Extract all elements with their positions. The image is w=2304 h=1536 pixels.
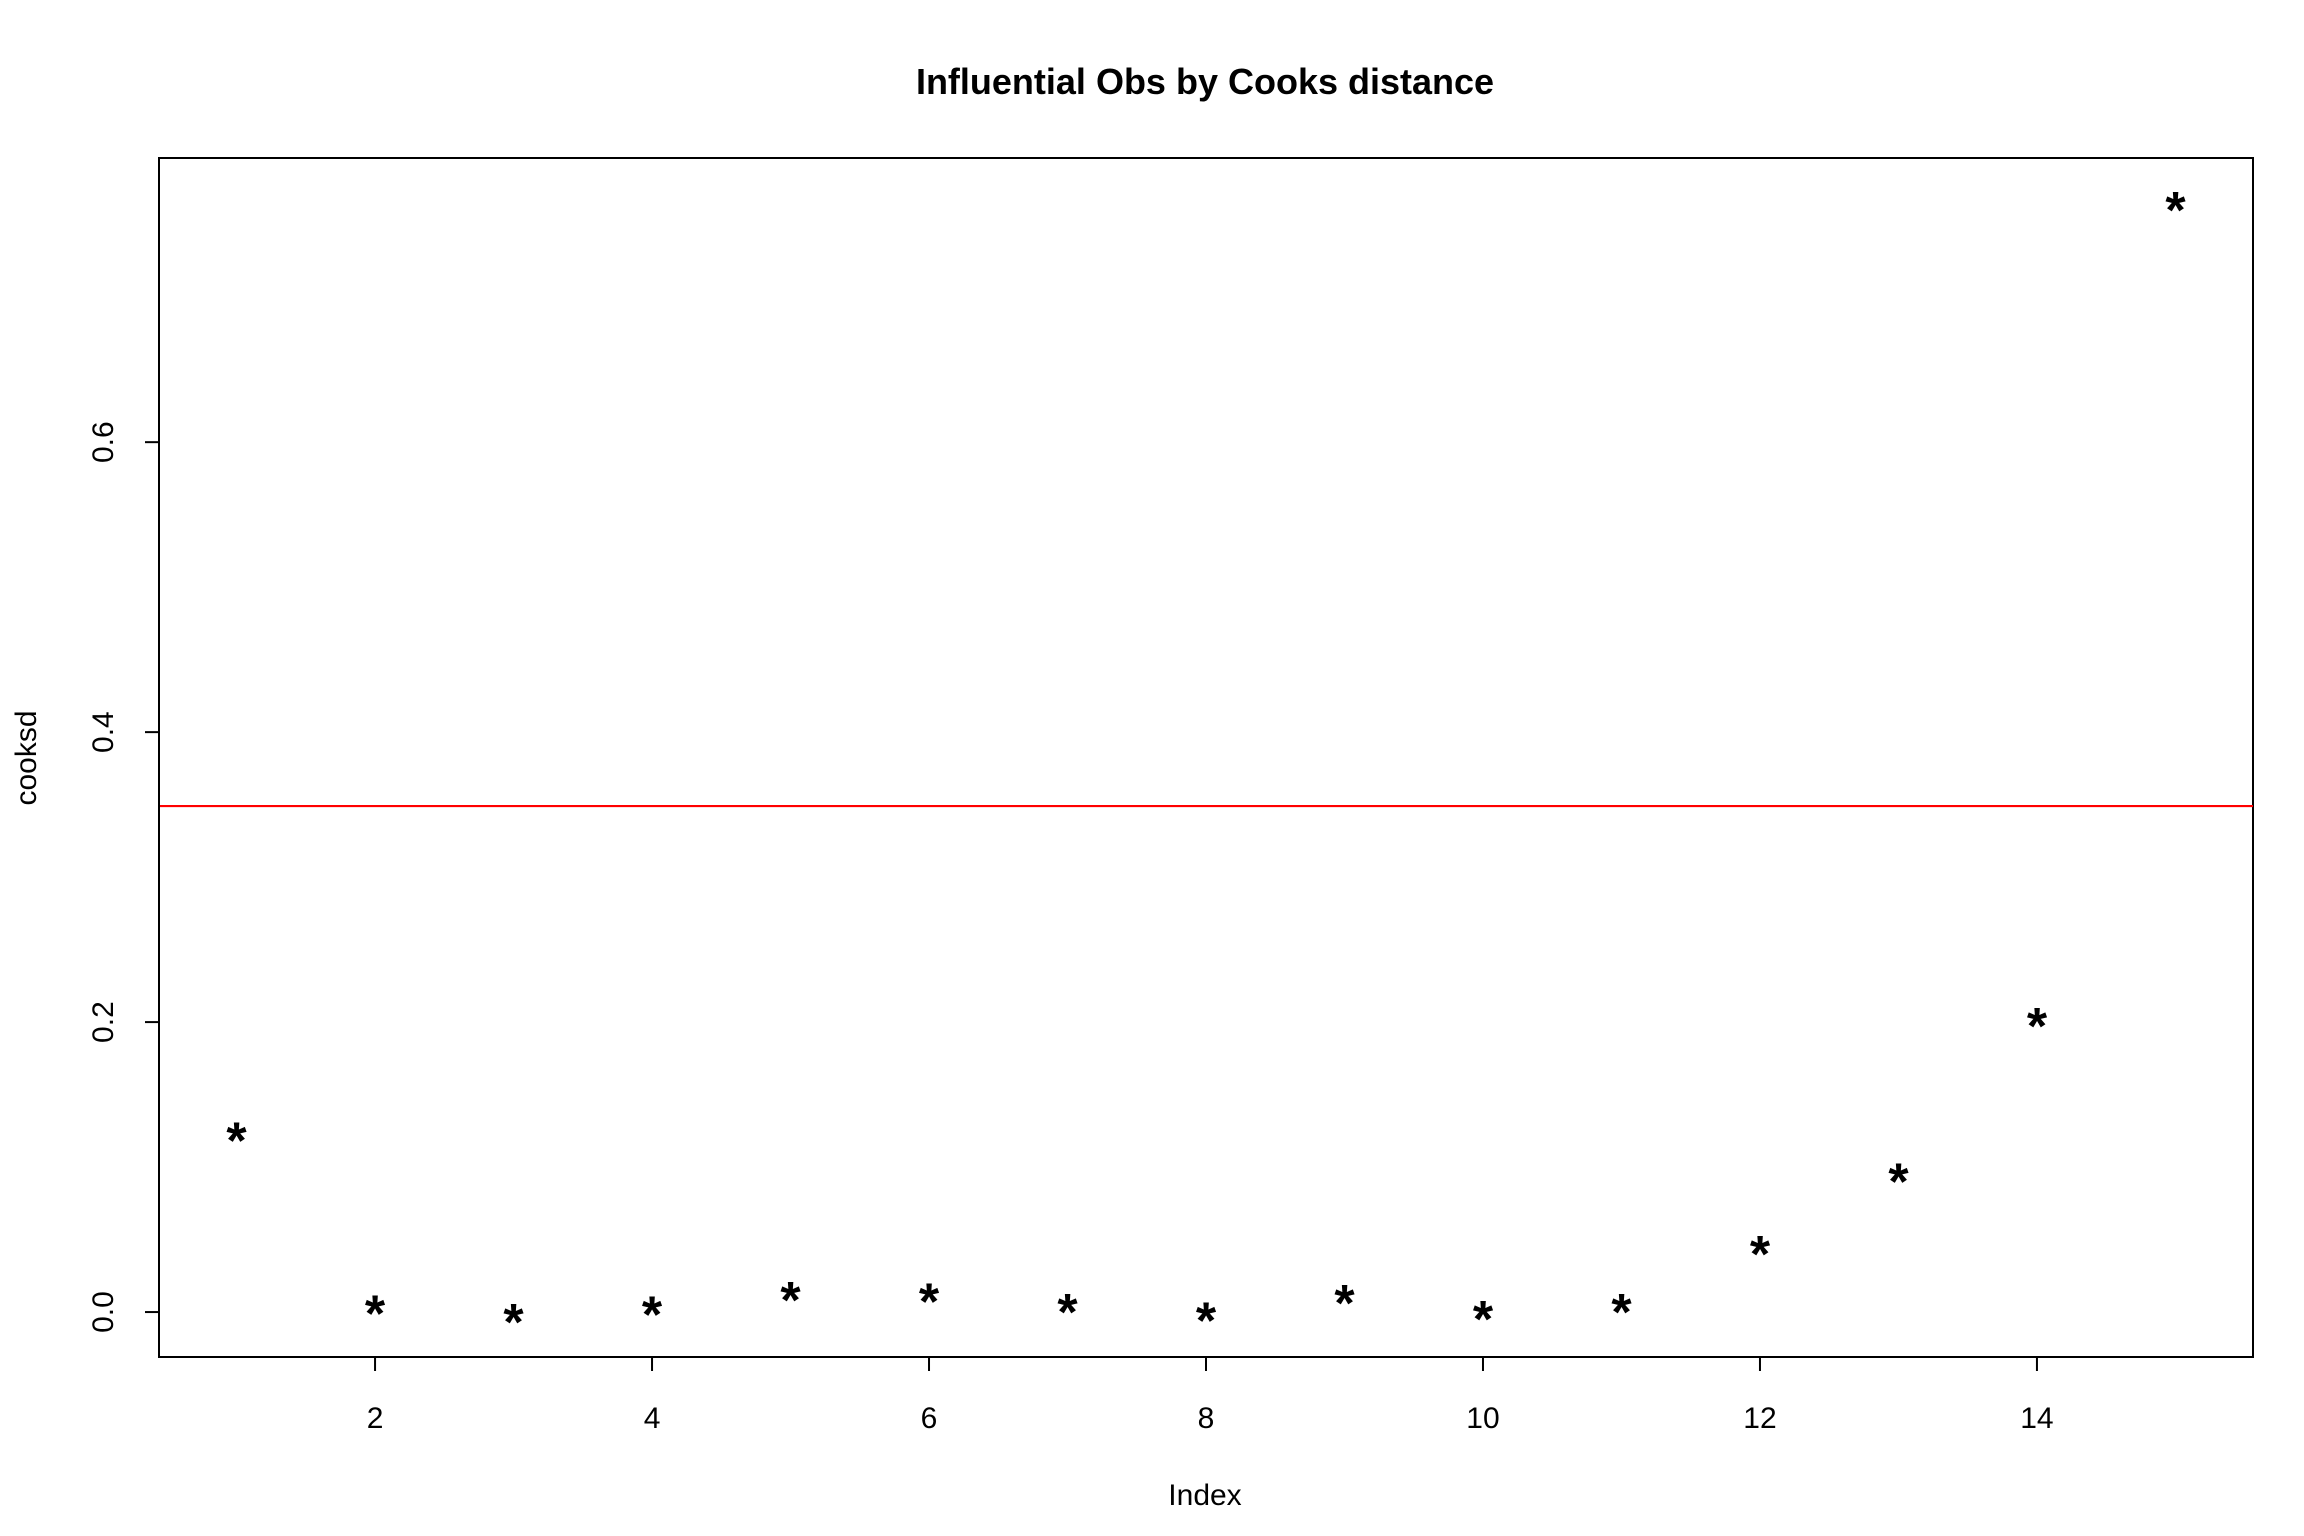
chart-title: Influential Obs by Cooks distance [916,61,1494,102]
plot-area-border [158,157,2254,1358]
data-point: * [919,1274,940,1332]
data-point: * [1611,1284,1632,1342]
x-tick-label: 12 [1743,1402,1776,1435]
y-tick-label: 0.6 [87,421,120,463]
data-point: * [1057,1284,1078,1342]
data-point: * [365,1285,386,1343]
y-tick-label: 0.4 [87,711,120,753]
data-point: * [1196,1293,1217,1351]
y-axis: 0.0 0.2 0.4 0.6 [87,421,160,1333]
data-point: * [1334,1275,1355,1333]
data-point: * [503,1294,524,1352]
y-axis-label: cooksd [10,710,43,805]
data-point: * [226,1113,247,1171]
data-point: * [642,1287,663,1345]
data-point: * [1473,1291,1494,1349]
data-point: * [780,1272,801,1330]
data-point: * [1888,1153,1909,1211]
x-tick-label: 4 [644,1402,661,1435]
data-point: * [1750,1226,1771,1284]
x-axis-label: Index [1168,1479,1241,1512]
x-tick-label: 2 [367,1402,384,1435]
x-tick-label: 8 [1198,1402,1215,1435]
data-point: * [2027,998,2048,1056]
x-tick-label: 14 [2020,1402,2053,1435]
data-point: * [2165,182,2186,240]
y-tick-label: 0.2 [87,1001,120,1043]
y-tick-label: 0.0 [87,1291,120,1333]
x-axis: 2 4 6 8 10 12 14 [367,1356,2054,1435]
data-points: * * * * * * * * * * * * * * * [226,182,2186,1352]
x-tick-label: 10 [1466,1402,1499,1435]
x-tick-label: 6 [921,1402,938,1435]
